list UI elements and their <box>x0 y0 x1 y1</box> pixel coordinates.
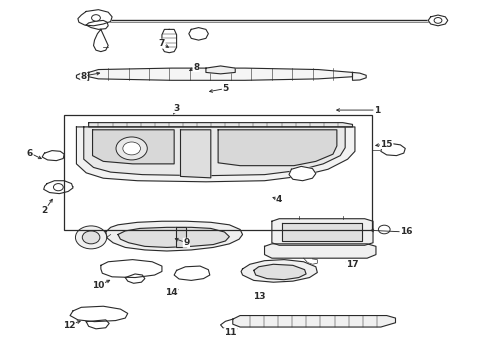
Text: 8: 8 <box>81 72 87 81</box>
Polygon shape <box>175 227 186 247</box>
Polygon shape <box>428 15 448 26</box>
Polygon shape <box>86 320 109 329</box>
Text: 17: 17 <box>346 260 359 269</box>
Polygon shape <box>265 244 376 258</box>
Polygon shape <box>381 143 405 156</box>
Polygon shape <box>84 127 345 176</box>
Circle shape <box>82 231 100 244</box>
Circle shape <box>378 225 390 234</box>
Circle shape <box>53 184 63 191</box>
Bar <box>64 116 372 230</box>
Polygon shape <box>272 219 373 245</box>
Text: 13: 13 <box>253 292 266 301</box>
Text: 3: 3 <box>173 104 180 113</box>
Text: 2: 2 <box>42 206 48 215</box>
Polygon shape <box>174 266 210 280</box>
Polygon shape <box>78 10 112 26</box>
Polygon shape <box>206 66 235 74</box>
Polygon shape <box>42 150 64 161</box>
Text: 16: 16 <box>400 228 413 237</box>
Circle shape <box>75 226 107 249</box>
Text: 15: 15 <box>380 140 393 149</box>
Text: 8: 8 <box>193 63 199 72</box>
Polygon shape <box>352 72 366 80</box>
Polygon shape <box>189 28 208 40</box>
Polygon shape <box>241 260 318 282</box>
Polygon shape <box>89 68 352 80</box>
Polygon shape <box>101 260 162 278</box>
Text: 7: 7 <box>159 39 165 48</box>
Text: 10: 10 <box>92 281 104 290</box>
Text: 4: 4 <box>276 195 282 204</box>
Polygon shape <box>125 274 145 283</box>
Text: 11: 11 <box>224 328 237 337</box>
Circle shape <box>116 137 147 160</box>
Polygon shape <box>289 166 316 181</box>
Text: 9: 9 <box>183 238 190 247</box>
Polygon shape <box>233 316 395 327</box>
Polygon shape <box>93 130 174 164</box>
Circle shape <box>92 15 100 21</box>
Circle shape <box>434 18 442 23</box>
Polygon shape <box>86 21 108 30</box>
Polygon shape <box>106 221 243 251</box>
Polygon shape <box>70 306 128 321</box>
Polygon shape <box>44 181 73 194</box>
Circle shape <box>123 142 141 155</box>
Polygon shape <box>118 227 229 247</box>
Text: 12: 12 <box>63 321 75 330</box>
Polygon shape <box>282 223 362 241</box>
Polygon shape <box>162 30 176 53</box>
Polygon shape <box>94 30 108 51</box>
Polygon shape <box>254 264 306 280</box>
Text: 6: 6 <box>27 149 33 158</box>
Polygon shape <box>218 130 337 166</box>
Text: 5: 5 <box>222 84 228 93</box>
Text: 14: 14 <box>166 288 178 297</box>
Polygon shape <box>180 130 211 178</box>
Text: 1: 1 <box>374 105 380 114</box>
Polygon shape <box>89 123 352 127</box>
Polygon shape <box>76 127 355 182</box>
Polygon shape <box>76 72 89 80</box>
